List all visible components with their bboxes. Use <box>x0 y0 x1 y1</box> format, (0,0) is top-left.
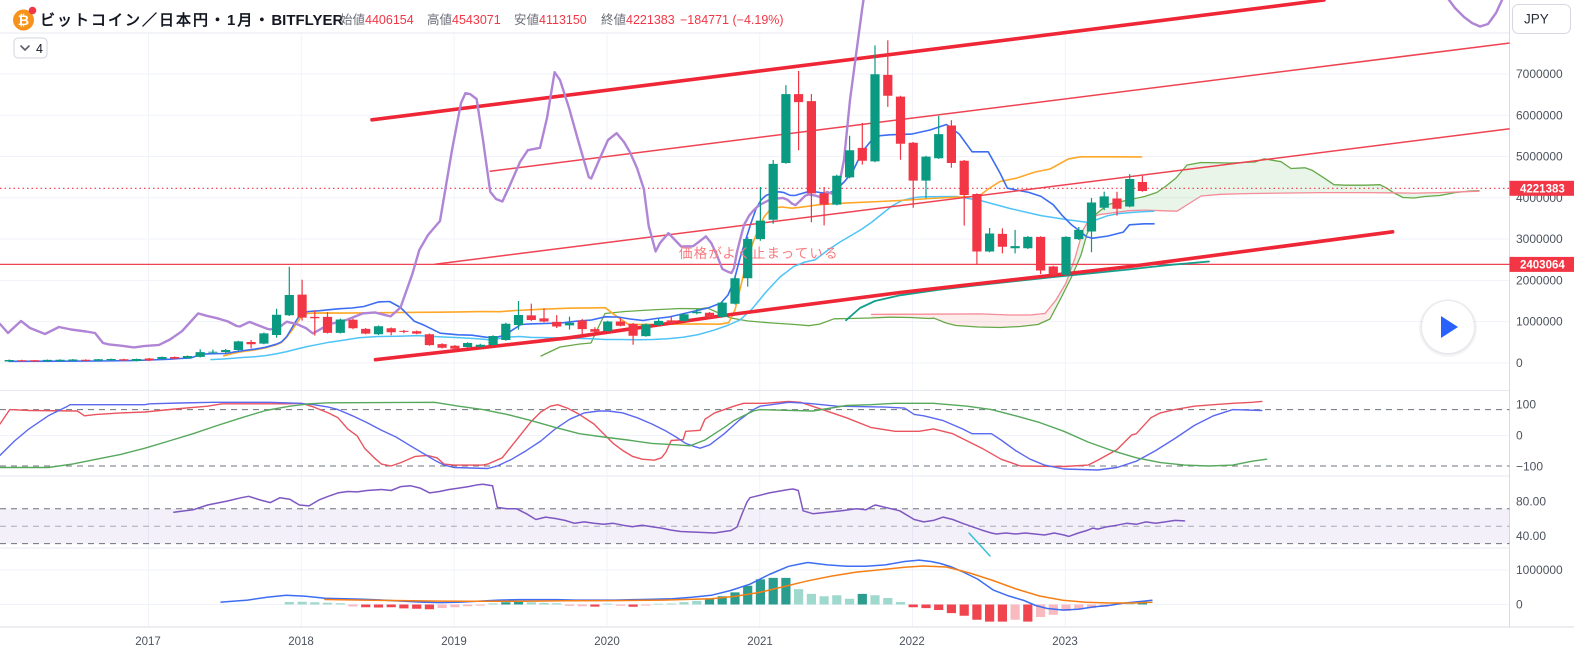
svg-text:4221383: 4221383 <box>1520 183 1565 195</box>
svg-text:40.00: 40.00 <box>1516 529 1546 543</box>
svg-text:80.00: 80.00 <box>1516 494 1546 508</box>
svg-text:2023: 2023 <box>1052 636 1078 648</box>
svg-text:−100: −100 <box>1516 460 1543 474</box>
svg-text:100: 100 <box>1516 398 1536 412</box>
svg-text:2019: 2019 <box>441 636 467 648</box>
svg-text:6000000: 6000000 <box>1516 108 1563 122</box>
svg-text:1000000: 1000000 <box>1516 563 1563 577</box>
svg-text:JPY: JPY <box>1524 12 1549 27</box>
svg-text:0: 0 <box>1516 356 1523 370</box>
svg-text:₿: ₿ <box>18 12 29 28</box>
svg-text:ビットコイン／日本円・1月・BITFLYER: ビットコイン／日本円・1月・BITFLYER <box>40 11 343 29</box>
svg-text:7000000: 7000000 <box>1516 67 1563 81</box>
svg-text:2017: 2017 <box>135 636 161 648</box>
svg-text:価格がよく止まっている: 価格がよく止まっている <box>679 246 839 261</box>
svg-text:2022: 2022 <box>899 636 925 648</box>
svg-text:1000000: 1000000 <box>1516 315 1563 329</box>
svg-text:4: 4 <box>36 42 43 56</box>
svg-text:2020: 2020 <box>594 636 620 648</box>
svg-text:0: 0 <box>1516 598 1523 612</box>
svg-text:0: 0 <box>1516 429 1523 443</box>
svg-text:2000000: 2000000 <box>1516 273 1563 287</box>
svg-text:5000000: 5000000 <box>1516 150 1563 164</box>
svg-text:3000000: 3000000 <box>1516 232 1563 246</box>
svg-text:2403064: 2403064 <box>1520 259 1565 271</box>
svg-text:2021: 2021 <box>747 636 773 648</box>
svg-text:2018: 2018 <box>288 636 314 648</box>
